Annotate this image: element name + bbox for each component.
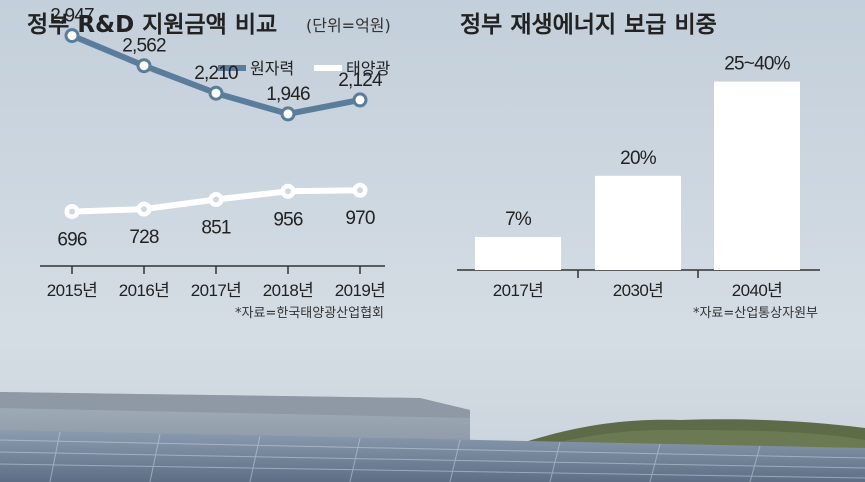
data-label-nuclear: 1,946 [266, 84, 310, 105]
data-label-nuclear: 2,124 [338, 70, 383, 91]
x-axis-ticks [577, 270, 699, 278]
bar-value-label: 7% [505, 209, 532, 230]
bar [595, 175, 681, 270]
data-point-inner-solar [141, 206, 147, 213]
data-label-nuclear: 2,562 [122, 36, 166, 57]
x-tick-label: 2018년 [263, 281, 313, 300]
bar-value-label: 25~40% [724, 54, 790, 75]
source-note: *자료=산업통상자원부 [693, 306, 818, 321]
data-label-solar: 851 [201, 218, 231, 239]
rnd-funding-chart: 정부 R&D 지원금액 비교 (단위=억원) 원자력 태양광 2,9472,56… [27, 6, 391, 321]
x-axis-labels: 2015년 2016년 2017년 2018년 2019년 [47, 281, 386, 300]
data-label-solar: 696 [57, 230, 87, 251]
bars [475, 81, 800, 270]
x-tick-label: 2017년 [191, 281, 241, 300]
data-label-solar: 728 [129, 227, 159, 248]
legend-label-solar: 태양광 [346, 59, 390, 78]
renewable-share-chart: 정부 재생에너지 보급 비중 7% 20% 25~40% 2017년 2030년 204… [457, 12, 820, 321]
bar [714, 81, 800, 270]
data-label-solar: 956 [273, 209, 303, 230]
series-points-nuclear [64, 28, 368, 122]
data-point-inner-solar [213, 196, 219, 203]
data-label-nuclear: 2,210 [194, 63, 238, 84]
data-point-inner-solar [285, 188, 291, 195]
bar-value-labels: 7% 20% 25~40% [505, 54, 791, 230]
bar [475, 237, 561, 270]
bar-value-label: 20% [620, 148, 657, 169]
x-tick-label: 2015년 [47, 281, 97, 300]
x-tick-label: 2017년 [493, 281, 543, 300]
x-axis-labels: 2017년 2030년 2040년 [493, 281, 783, 300]
series-points-solar [64, 182, 368, 220]
data-point-nuclear [208, 85, 224, 101]
legend-label-nuclear: 원자력 [250, 59, 294, 78]
x-tick-label: 2016년 [119, 281, 169, 300]
x-tick-label: 2030년 [613, 281, 663, 300]
data-point-nuclear [64, 28, 80, 44]
unit-label: (단위=억원) [306, 16, 391, 35]
source-note: *자료=한국태양광산업협회 [235, 306, 384, 321]
data-labels-nuclear: 2,947 2,562 2,210 1,946 2,124 [50, 6, 384, 105]
data-labels-solar: 696 728 851 956 970 [57, 208, 375, 250]
data-point-nuclear [352, 92, 368, 108]
data-point-inner-solar [357, 187, 363, 194]
data-point-nuclear [136, 58, 152, 74]
legend: 원자력 태양광 [218, 59, 390, 78]
data-label-solar: 970 [345, 208, 375, 229]
chart-title: 정부 재생에너지 보급 비중 [460, 12, 717, 38]
x-tick-label: 2019년 [335, 281, 385, 300]
background-photo [0, 392, 865, 482]
data-point-inner-solar [69, 208, 75, 215]
data-point-nuclear [280, 106, 296, 122]
data-label-nuclear: 2,947 [50, 6, 94, 27]
x-axis-ticks [71, 266, 361, 274]
x-tick-label: 2040년 [732, 281, 782, 300]
